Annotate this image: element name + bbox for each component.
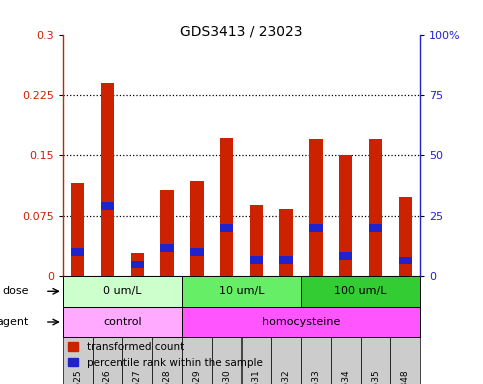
Text: GSM240534: GSM240534	[341, 369, 350, 384]
Text: GDS3413 / 23023: GDS3413 / 23023	[180, 25, 303, 39]
Bar	[160, 244, 174, 252]
Bar	[71, 184, 85, 276]
Bar	[63, 276, 93, 384]
Bar	[301, 276, 331, 384]
Bar	[309, 139, 323, 276]
Bar	[130, 253, 144, 276]
Bar	[212, 276, 242, 384]
Bar	[250, 256, 263, 264]
Text: GSM240531: GSM240531	[252, 369, 261, 384]
Bar	[152, 276, 182, 384]
Bar	[280, 209, 293, 276]
Text: 100 um/L: 100 um/L	[334, 286, 387, 296]
Bar	[101, 83, 114, 276]
Text: GSM240848: GSM240848	[401, 369, 410, 384]
Bar	[182, 276, 301, 307]
Bar	[361, 276, 390, 384]
Legend: transformed count, percentile rank within the sample: transformed count, percentile rank withi…	[68, 342, 263, 367]
Bar	[280, 256, 293, 264]
Bar	[101, 202, 114, 210]
Text: GSM240532: GSM240532	[282, 369, 291, 384]
Bar	[339, 155, 353, 276]
Text: 10 um/L: 10 um/L	[219, 286, 264, 296]
Text: GSM240527: GSM240527	[133, 369, 142, 384]
Bar	[220, 137, 233, 276]
Bar	[93, 276, 122, 384]
Bar	[390, 276, 420, 384]
Bar	[369, 223, 382, 232]
Bar	[309, 223, 323, 232]
Bar	[190, 248, 203, 256]
Bar	[190, 181, 203, 276]
Bar	[398, 257, 412, 264]
Bar	[63, 307, 182, 338]
Bar	[130, 262, 144, 268]
Bar	[63, 276, 182, 307]
Bar	[271, 276, 301, 384]
Bar	[242, 276, 271, 384]
Bar	[182, 276, 212, 384]
Bar	[71, 248, 85, 256]
Bar	[398, 197, 412, 276]
Text: GSM240530: GSM240530	[222, 369, 231, 384]
Bar	[331, 276, 361, 384]
Text: agent: agent	[0, 317, 29, 327]
Bar	[122, 276, 152, 384]
Text: GSM240526: GSM240526	[103, 369, 112, 384]
Text: dose: dose	[2, 286, 29, 296]
Text: GSM240535: GSM240535	[371, 369, 380, 384]
Text: GSM240529: GSM240529	[192, 369, 201, 384]
Text: GSM240528: GSM240528	[163, 369, 171, 384]
Bar	[250, 205, 263, 276]
Bar	[182, 307, 420, 338]
Text: GSM240533: GSM240533	[312, 369, 320, 384]
Text: 0 um/L: 0 um/L	[103, 286, 142, 296]
Bar	[339, 252, 353, 260]
Text: control: control	[103, 317, 142, 327]
Bar	[369, 139, 382, 276]
Text: GSM240525: GSM240525	[73, 369, 82, 384]
Bar	[220, 223, 233, 232]
Text: homocysteine: homocysteine	[262, 317, 340, 327]
Bar	[301, 276, 420, 307]
Bar	[160, 190, 174, 276]
